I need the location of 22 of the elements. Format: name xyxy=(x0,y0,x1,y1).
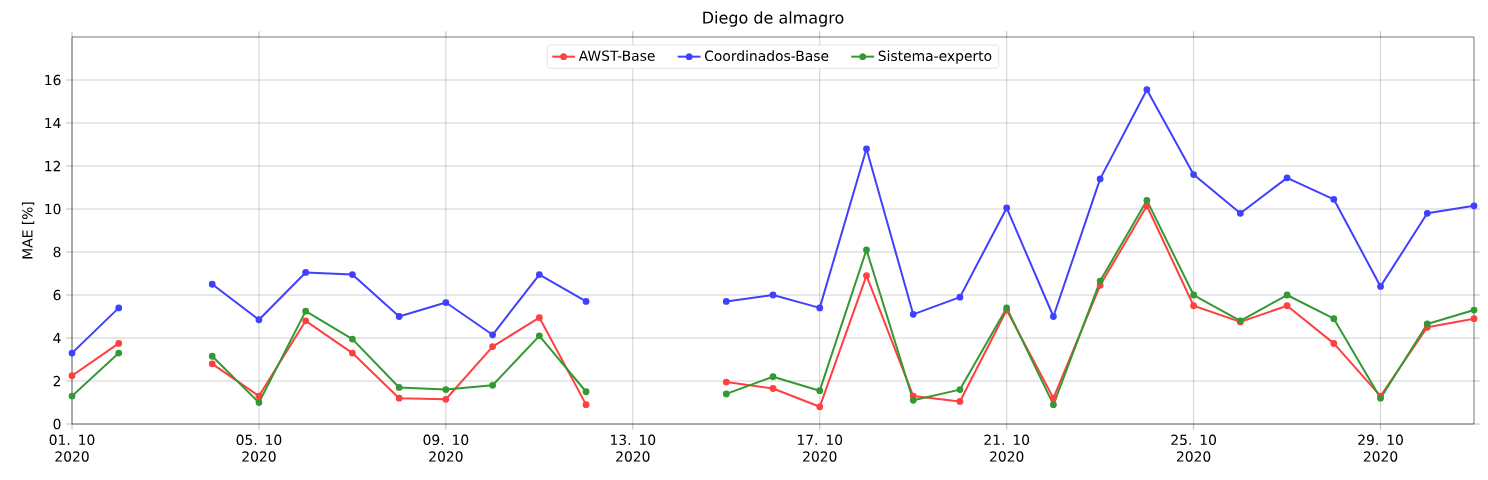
y-tick-label: 6 xyxy=(53,289,61,301)
legend-label: Sistema-experto xyxy=(878,50,992,64)
y-tick-label: 16 xyxy=(45,74,61,86)
y-tick-label: 2 xyxy=(53,375,61,387)
legend-label: AWST-Base xyxy=(578,50,655,61)
y-tick-label: 4 xyxy=(53,332,61,344)
x-tick-label: 29. 10 2020 xyxy=(1358,434,1403,462)
legend-label: Coordinados-Base xyxy=(704,50,829,62)
chart-title: Diego de almagro xyxy=(703,11,844,27)
x-tick-label: 13. 10 2020 xyxy=(611,434,656,462)
y-axis-title: MAE [%] xyxy=(21,202,35,259)
y-tick-label: 8 xyxy=(53,246,61,258)
y-tick-label: 0 xyxy=(53,418,61,430)
x-tick-label: 25. 10 2020 xyxy=(1171,434,1216,462)
x-tick-label: 17. 10 2020 xyxy=(797,434,843,462)
x-tick-label: 01. 10 2020 xyxy=(49,434,95,462)
y-tick-label: 10 xyxy=(45,203,61,215)
y-tick-label: 12 xyxy=(45,160,61,172)
x-tick-label: 09. 10 2020 xyxy=(423,434,469,462)
x-tick-label: 05. 10 2020 xyxy=(236,434,282,462)
x-tick-label: 21. 10 2020 xyxy=(984,434,1030,462)
y-tick-label: 14 xyxy=(45,117,61,129)
